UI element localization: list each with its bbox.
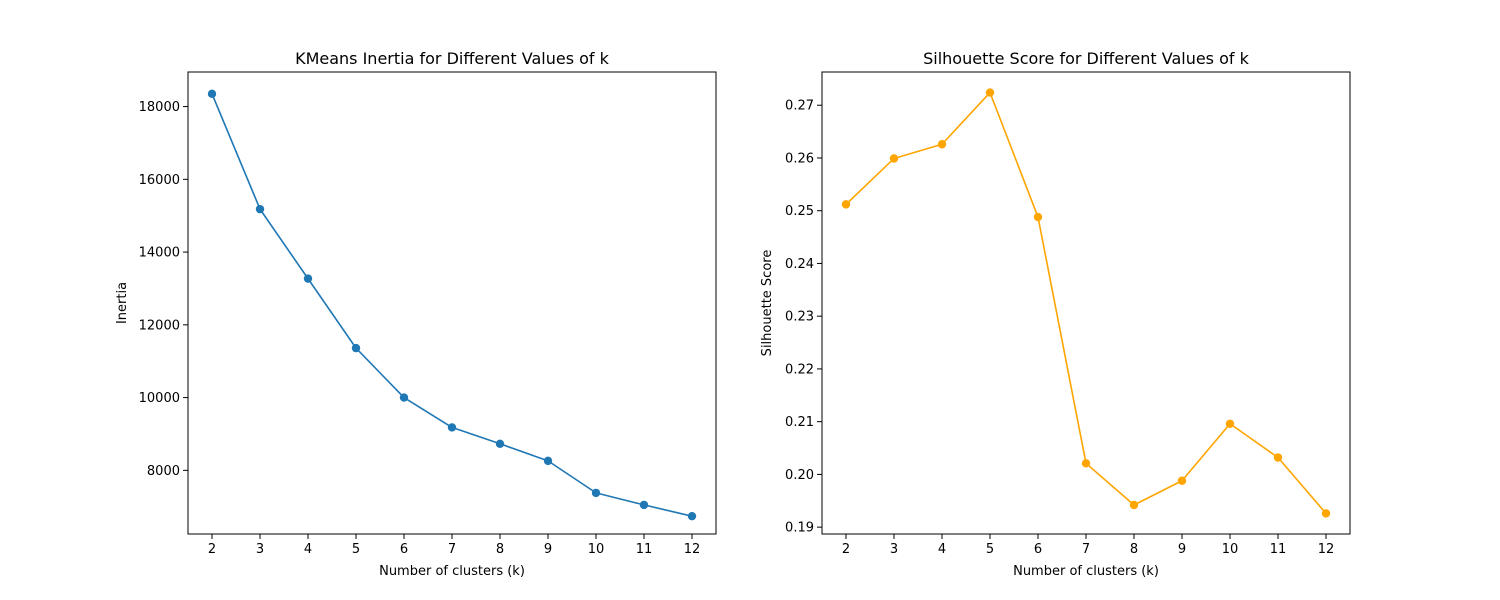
inertia-x-tick-label: 4: [304, 542, 312, 557]
silhouette-x-tick-label: 11: [1270, 542, 1287, 557]
inertia-y-tick-label: 10000: [139, 391, 180, 406]
silhouette-x-tick-label: 5: [986, 542, 994, 557]
inertia-data-point: [639, 500, 649, 510]
inertia-x-tick-label: 7: [448, 542, 456, 557]
silhouette-ticks: 2 3 4 5 6 7 8 9 10 11 12 0.19 0.20 0.21 0.22 0.23 0.24 0.…: [785, 99, 1334, 557]
silhouette-y-tick-label: 0.25: [785, 204, 814, 219]
silhouette-data-point: [1321, 509, 1331, 518]
silhouette-data-point: [1177, 476, 1187, 485]
silhouette-data-point: [841, 200, 851, 209]
silhouette-data-point: [937, 140, 947, 149]
silhouette-x-tick-label: 8: [1130, 542, 1138, 557]
inertia-x-tick-label: 5: [352, 542, 360, 557]
inertia-plot-area: [207, 89, 697, 521]
inertia-x-tick-label: 10: [588, 542, 605, 557]
silhouette-data-point: [1225, 419, 1235, 428]
inertia-data-point: [591, 488, 601, 498]
silhouette-x-tick-label: 6: [1034, 542, 1042, 557]
inertia-axes-frame: [187, 71, 717, 535]
inertia-data-point: [303, 274, 313, 283]
inertia-data-point: [495, 439, 505, 448]
inertia-y-axis-label: Inertia: [115, 282, 130, 324]
silhouette-x-tick-label: 2: [842, 542, 850, 557]
silhouette-x-tick-label: 3: [890, 542, 898, 557]
inertia-x-tick-label: 2: [208, 542, 216, 557]
inertia-y-tick-label: 14000: [139, 246, 180, 261]
inertia-data-point: [207, 89, 217, 99]
silhouette-y-tick-label: 0.19: [785, 521, 814, 536]
silhouette-x-tick-label: 7: [1082, 542, 1090, 557]
silhouette-data-point: [889, 154, 899, 163]
silhouette-y-tick-label: 0.22: [785, 362, 814, 377]
inertia-x-tick-label: 9: [544, 542, 552, 557]
silhouette-y-tick-label: 0.24: [785, 257, 814, 272]
silhouette-axes-frame: [821, 71, 1351, 535]
inertia-y-tick-label: 12000: [139, 318, 180, 333]
silhouette-y-tick-label: 0.27: [785, 99, 814, 114]
silhouette-chart: Silhouette Score for Different Values of…: [760, 49, 1351, 579]
silhouette-data-point: [1033, 212, 1043, 222]
inertia-y-tick-label: 18000: [139, 100, 180, 115]
silhouette-x-tick-label: 12: [1318, 542, 1335, 557]
inertia-chart-title: KMeans Inertia for Different Values of k: [295, 49, 610, 68]
inertia-y-tick-label: 8000: [147, 464, 180, 479]
silhouette-y-tick-label: 0.26: [785, 151, 814, 166]
silhouette-data-point: [1273, 453, 1283, 462]
inertia-x-tick-label: 12: [684, 542, 701, 557]
silhouette-data-point: [1081, 459, 1091, 468]
silhouette-data-point: [985, 88, 995, 97]
silhouette-x-tick-label: 9: [1178, 542, 1186, 557]
inertia-x-tick-label: 11: [636, 542, 653, 557]
inertia-data-point: [351, 343, 361, 353]
silhouette-plot-area: [841, 88, 1331, 518]
inertia-x-axis-label: Number of clusters (k): [379, 564, 525, 579]
silhouette-x-tick-label: 4: [938, 542, 946, 557]
inertia-x-tick-label: 6: [400, 542, 408, 557]
silhouette-y-tick-label: 0.20: [785, 468, 814, 483]
inertia-chart: KMeans Inertia for Different Values of k…: [115, 49, 717, 579]
silhouette-chart-title: Silhouette Score for Different Values of…: [923, 49, 1249, 68]
inertia-ticks: 2 3 4 5 6 7 8 9 10 11 12 8000 10000 12000 14000 16000 18…: [139, 100, 701, 557]
silhouette-x-tick-label: 10: [1222, 542, 1239, 557]
silhouette-data-point: [1129, 500, 1139, 510]
inertia-data-point: [687, 511, 697, 521]
silhouette-y-tick-label: 0.23: [785, 310, 814, 325]
silhouette-x-axis-label: Number of clusters (k): [1013, 564, 1159, 579]
silhouette-y-axis-label: Silhouette Score: [760, 250, 775, 357]
silhouette-y-tick-label: 0.21: [785, 415, 814, 430]
inertia-x-tick-label: 8: [496, 542, 504, 557]
inertia-data-point: [399, 393, 409, 402]
inertia-data-point: [447, 423, 457, 432]
inertia-data-point: [255, 204, 265, 214]
inertia-y-tick-label: 16000: [139, 173, 180, 188]
inertia-x-tick-label: 3: [256, 542, 264, 557]
inertia-data-point: [543, 456, 553, 466]
